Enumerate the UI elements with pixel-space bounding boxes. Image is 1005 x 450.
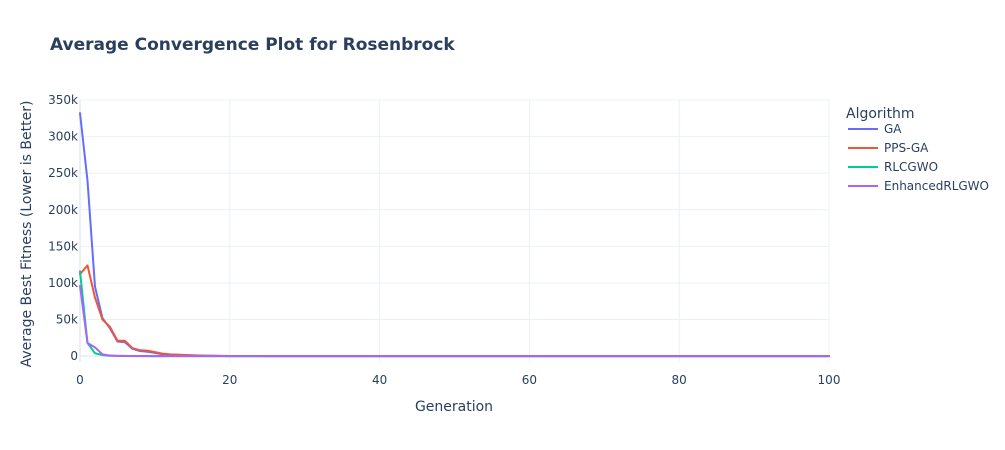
legend-item-rlcgwo[interactable]: RLCGWO xyxy=(848,160,938,174)
y-tick-label: 0 xyxy=(70,349,78,363)
x-tick-label: 100 xyxy=(818,373,841,387)
x-tick-label: 80 xyxy=(672,373,687,387)
legend-label: PPS-GA xyxy=(884,141,929,155)
legend-title: Algorithm xyxy=(846,106,915,122)
y-tick-label: 250k xyxy=(48,166,78,180)
x-tick-label: 0 xyxy=(76,373,84,387)
y-tick-label: 350k xyxy=(48,93,78,107)
legend-item-ga[interactable]: GA xyxy=(848,122,902,136)
y-tick-label: 100k xyxy=(48,276,78,290)
legend-item-pps-ga[interactable]: PPS-GA xyxy=(848,141,929,155)
y-axis-title: Average Best Fitness (Lower is Better) xyxy=(19,101,35,368)
y-tick-label: 300k xyxy=(48,130,78,144)
series-layer xyxy=(79,112,830,358)
legend: Algorithm GA PPS-GA RLCGWO EnhancedRLGWO xyxy=(846,106,989,193)
legend-items: GA PPS-GA RLCGWO EnhancedRLGWO xyxy=(848,122,989,193)
chart-title: Average Convergence Plot for Rosenbrock xyxy=(50,35,455,55)
y-tick-label: 50k xyxy=(56,313,78,327)
x-tick-label: 40 xyxy=(372,373,387,387)
series-line-enhancedrlgwo xyxy=(79,284,830,358)
y-tick-label: 200k xyxy=(48,203,78,217)
x-axis-title: Generation xyxy=(415,399,493,415)
legend-item-enhancedrlgwo[interactable]: EnhancedRLGWO xyxy=(848,179,989,193)
legend-label: GA xyxy=(884,122,902,136)
y-tick-label: 150k xyxy=(48,239,78,253)
tick-layer: 0 20 40 60 80 100 0 50k 100k 150k 200k 250k 300k 350k xyxy=(48,93,840,387)
legend-label: RLCGWO xyxy=(884,160,938,174)
x-tick-label: 20 xyxy=(222,373,237,387)
legend-label: EnhancedRLGWO xyxy=(884,179,989,193)
x-tick-label: 60 xyxy=(522,373,537,387)
